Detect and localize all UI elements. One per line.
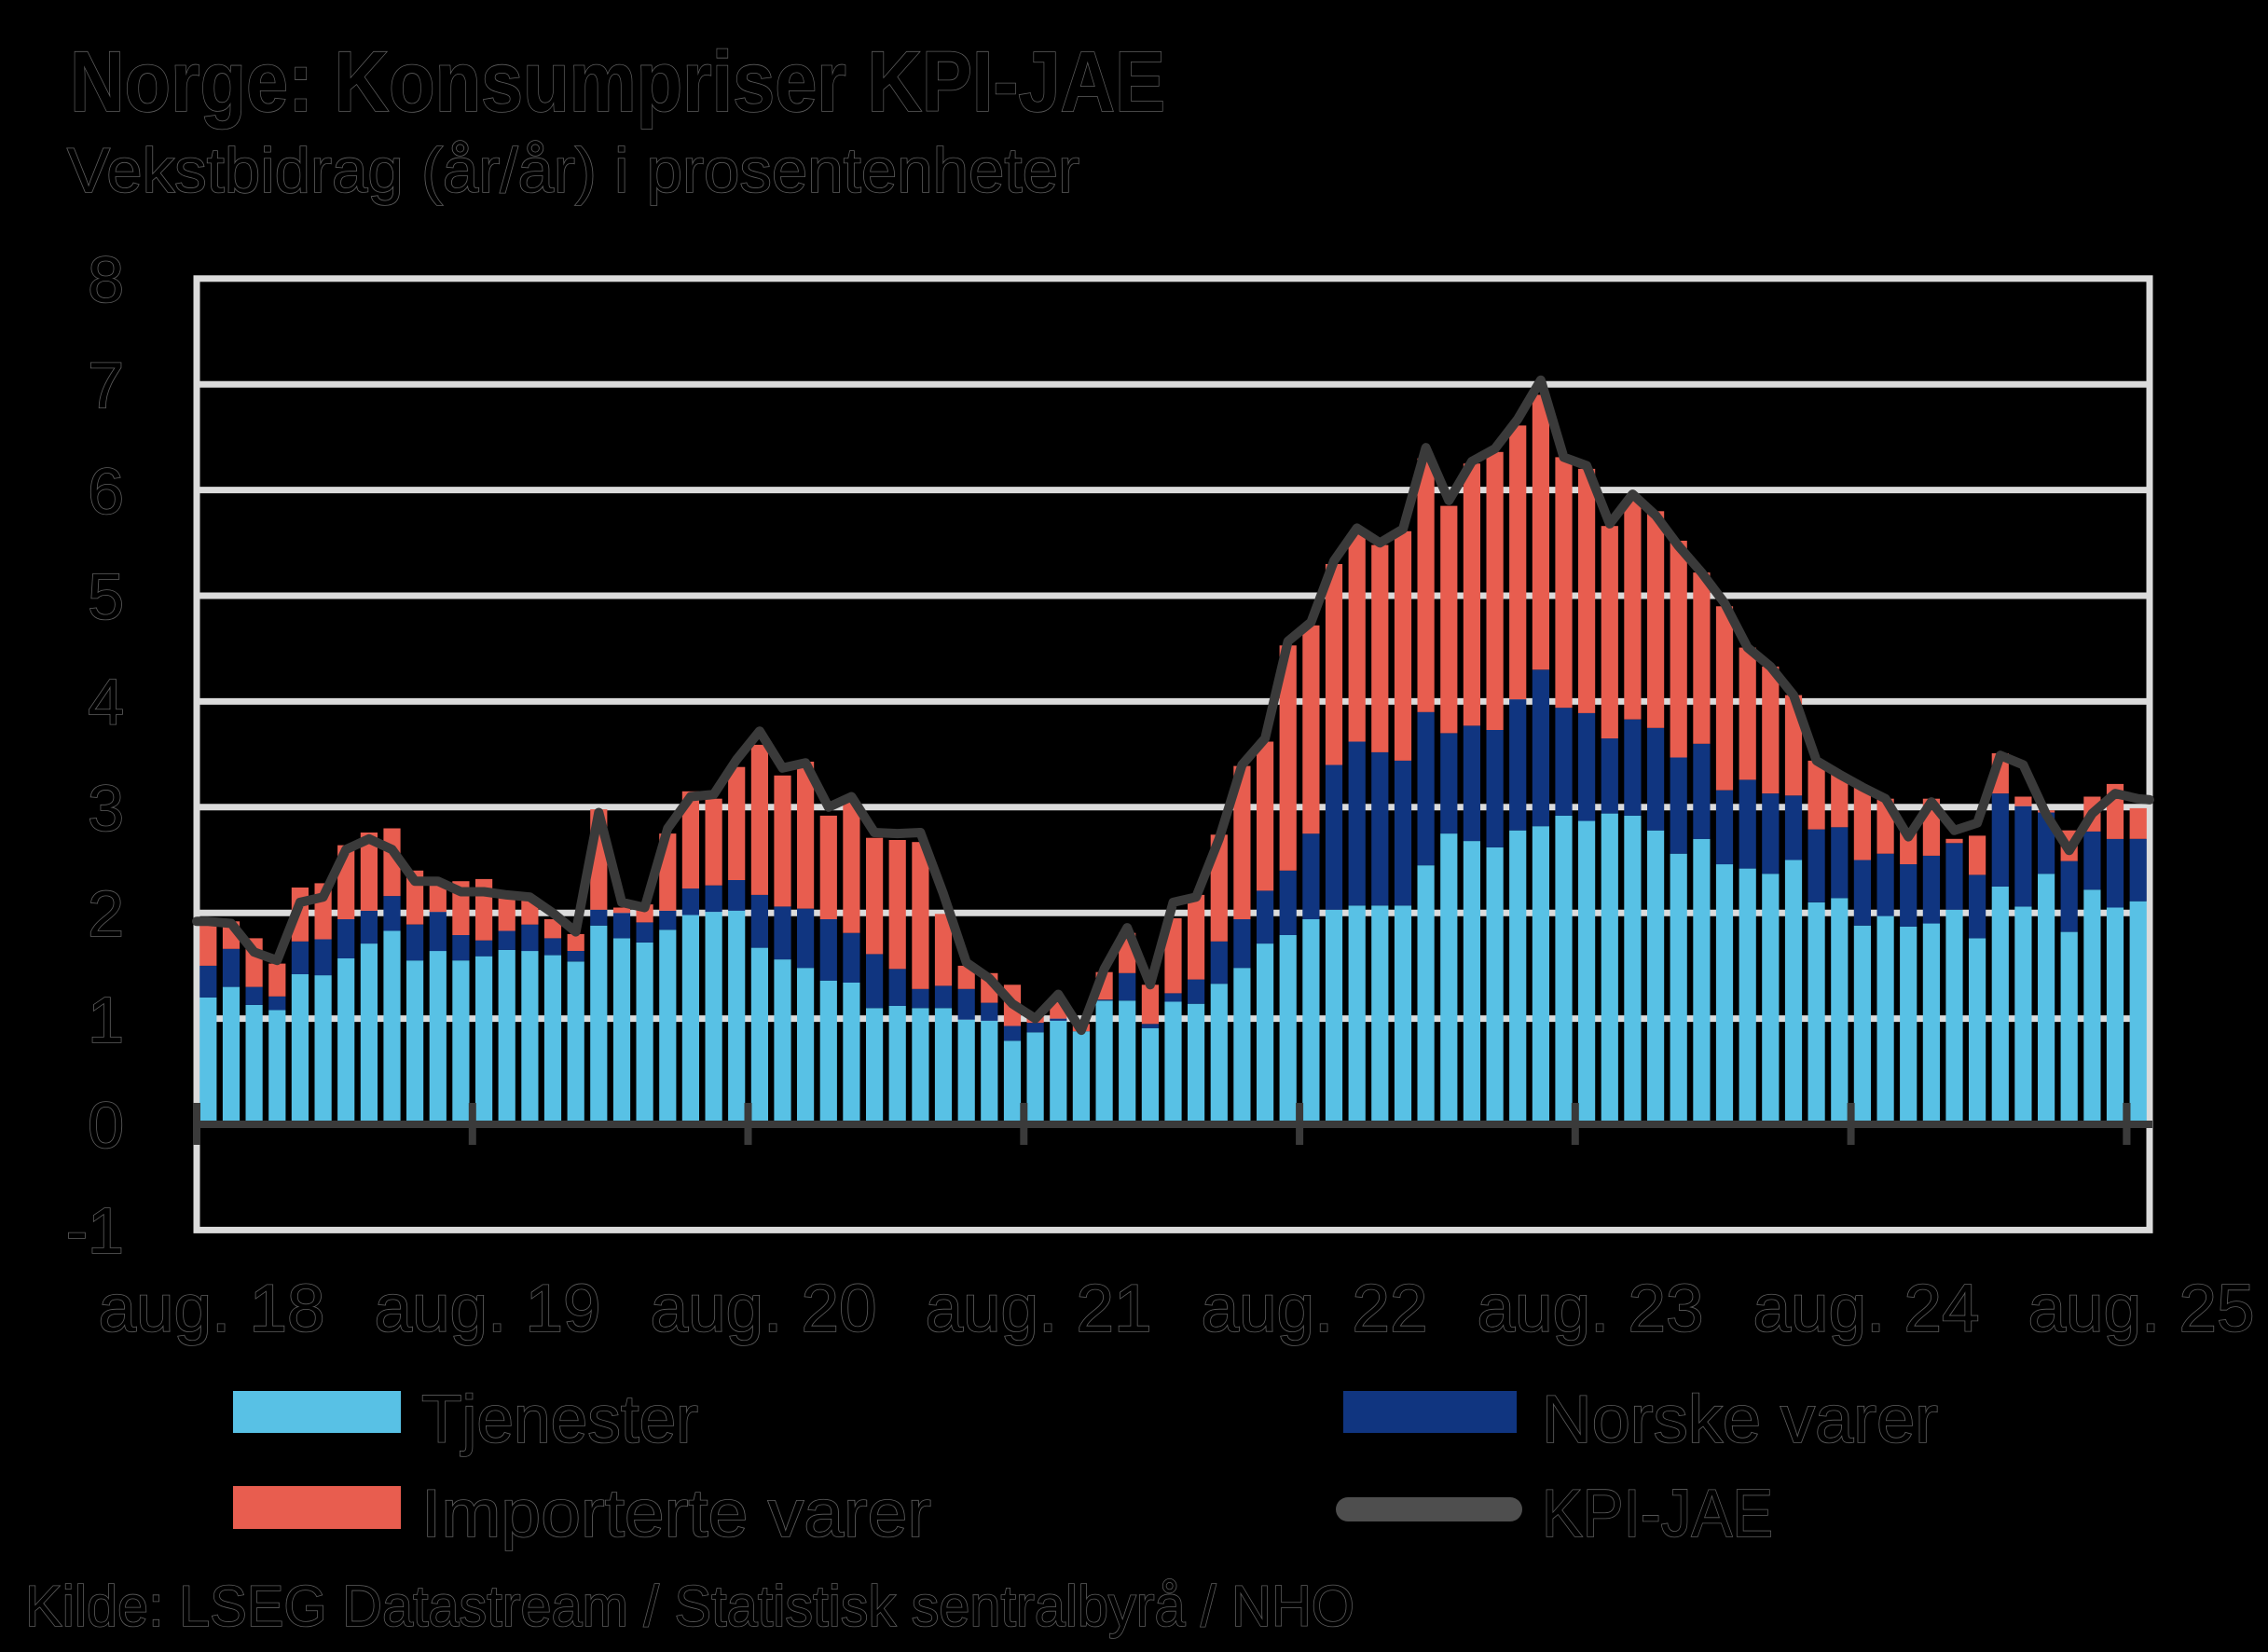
svg-text:aug. 18: aug. 18: [99, 1272, 325, 1346]
svg-text:aug. 22: aug. 22: [1202, 1272, 1428, 1346]
svg-text:7: 7: [88, 349, 124, 421]
svg-text:aug. 24: aug. 24: [1753, 1272, 1980, 1346]
svg-text:KPI-JAE: KPI-JAE: [1542, 1477, 1773, 1551]
svg-text:6: 6: [88, 455, 124, 528]
svg-text:Vekstbidrag (år/år) i prosente: Vekstbidrag (år/år) i prosentenheter: [67, 135, 1079, 206]
svg-text:3: 3: [88, 772, 124, 845]
svg-text:4: 4: [88, 666, 124, 738]
svg-text:Tjenester: Tjenester: [421, 1383, 698, 1457]
svg-text:8: 8: [88, 243, 124, 316]
svg-text:-1: -1: [66, 1194, 124, 1267]
svg-text:2: 2: [88, 877, 124, 950]
svg-text:aug. 25: aug. 25: [2028, 1272, 2255, 1346]
svg-text:0: 0: [88, 1089, 124, 1162]
svg-text:aug. 19: aug. 19: [375, 1272, 601, 1346]
svg-text:5: 5: [88, 560, 124, 633]
svg-text:1: 1: [88, 984, 124, 1056]
svg-text:Kilde: LSEG Datastream / Stati: Kilde: LSEG Datastream / Statistisk sent…: [25, 1575, 1354, 1639]
svg-text:aug. 20: aug. 20: [651, 1272, 877, 1346]
svg-text:Importerte varer: Importerte varer: [421, 1477, 931, 1551]
svg-text:aug. 21: aug. 21: [926, 1272, 1152, 1346]
svg-text:aug. 23: aug. 23: [1478, 1272, 1704, 1346]
svg-text:Norge: Konsumpriser KPI-JAE: Norge: Konsumpriser KPI-JAE: [70, 34, 1165, 130]
svg-text:Norske varer: Norske varer: [1542, 1383, 1938, 1457]
